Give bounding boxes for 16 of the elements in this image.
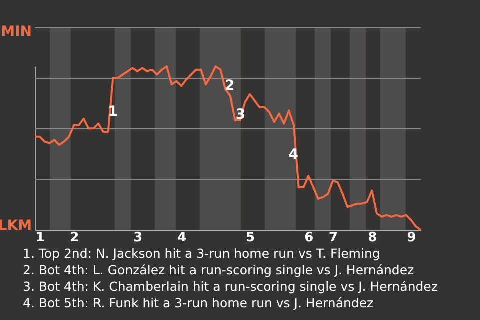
x-tick-label: 2 [70,230,80,246]
x-tick-label: 5 [246,230,256,246]
text: 2. Bot 4th: L. González hit a run-scoring single vs J. Hernández [23,262,415,278]
x-tick-label: 3 [134,230,143,246]
x-tick-label: 7 [329,230,338,246]
text: 4. Bot 5th: R. Funk hit a 3-run home run vs J. Hernández [23,296,374,310]
x-tick-label: 8 [368,230,378,246]
x-tick-label: 9 [407,230,416,246]
text: LKM [0,218,32,234]
text: MIN [1,24,32,40]
x-tick-label: 1 [36,230,45,246]
text: 3. Bot 4th: K. Chamberlain hit a run-scoring single vs J. Hernández [23,279,438,294]
x-tick-label: 4 [178,230,187,246]
text: 1. Top 2nd: N. Jackson hit a 3-run home run vs T. Fleming [23,246,380,261]
x-tick-label: 6 [304,230,314,246]
annotation: 2 [225,78,235,94]
